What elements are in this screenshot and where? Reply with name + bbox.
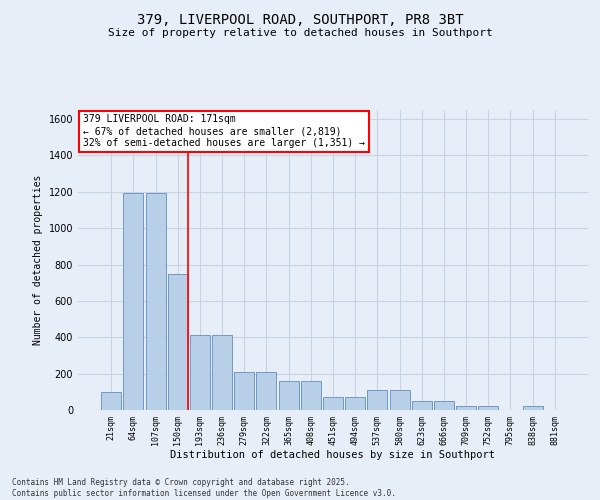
Bar — [478, 406, 498, 410]
Bar — [278, 381, 299, 410]
Bar — [146, 192, 166, 410]
Bar — [124, 192, 143, 410]
Text: Contains HM Land Registry data © Crown copyright and database right 2025.
Contai: Contains HM Land Registry data © Crown c… — [12, 478, 396, 498]
Bar — [234, 372, 254, 410]
Bar — [367, 390, 388, 410]
Bar — [168, 274, 188, 410]
Bar — [389, 390, 410, 410]
Bar — [256, 372, 277, 410]
Bar — [345, 398, 365, 410]
Bar — [190, 334, 210, 410]
Bar — [456, 406, 476, 410]
Text: Size of property relative to detached houses in Southport: Size of property relative to detached ho… — [107, 28, 493, 38]
Text: 379 LIVERPOOL ROAD: 171sqm
← 67% of detached houses are smaller (2,819)
32% of s: 379 LIVERPOOL ROAD: 171sqm ← 67% of deta… — [83, 114, 365, 148]
X-axis label: Distribution of detached houses by size in Southport: Distribution of detached houses by size … — [170, 450, 496, 460]
Bar — [323, 398, 343, 410]
Bar — [523, 406, 542, 410]
Text: 379, LIVERPOOL ROAD, SOUTHPORT, PR8 3BT: 379, LIVERPOOL ROAD, SOUTHPORT, PR8 3BT — [137, 12, 463, 26]
Bar — [212, 334, 232, 410]
Y-axis label: Number of detached properties: Number of detached properties — [33, 175, 43, 345]
Bar — [301, 381, 321, 410]
Bar — [434, 401, 454, 410]
Bar — [101, 392, 121, 410]
Bar — [412, 401, 432, 410]
